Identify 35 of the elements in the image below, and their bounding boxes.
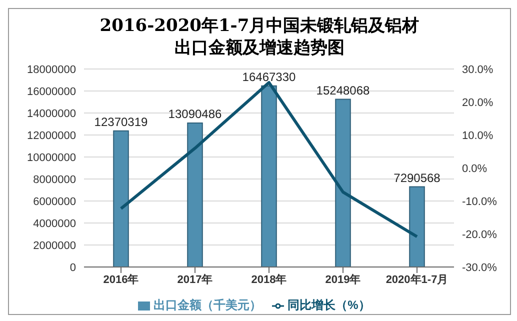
bar	[409, 186, 425, 267]
legend-label: 同比增长（%）	[288, 298, 370, 312]
y-tick-label: 4000000	[33, 218, 76, 230]
y2-tick-label: -10.0%	[462, 196, 498, 208]
data-label: 12370319	[94, 114, 148, 129]
bar	[113, 130, 129, 267]
y-tick-label: 12000000	[27, 130, 76, 142]
y-tick-label: 14000000	[27, 108, 76, 120]
y2-tick-label: 10.0%	[462, 130, 494, 142]
y-tick-label: 6000000	[33, 196, 76, 208]
y2-tick-label: 30.0%	[462, 64, 494, 76]
data-label: 7290568	[394, 170, 441, 185]
bar	[335, 98, 351, 267]
x-tick-label: 2016年	[103, 272, 139, 286]
x-tick-label: 2020年1-7月	[386, 272, 448, 286]
y-tick-label: 0	[70, 262, 76, 274]
y-tick-label: 18000000	[27, 64, 76, 76]
data-label: 16467330	[242, 70, 296, 84]
bar	[261, 85, 277, 267]
x-tick-label: 2017年	[177, 272, 213, 286]
y-tick-label: 16000000	[27, 86, 76, 98]
y-tick-label: 8000000	[33, 174, 76, 186]
y2-tick-label: -30.0%	[462, 262, 498, 274]
y-tick-label: 10000000	[27, 152, 76, 164]
y2-tick-label: 20.0%	[462, 96, 494, 109]
data-label: 13090486	[168, 107, 222, 122]
bar	[187, 122, 203, 267]
legend-label: 出口金额（千美元）	[154, 298, 262, 312]
y2-tick-label: -20.0%	[462, 228, 498, 241]
y-tick-label: 2000000	[33, 240, 76, 252]
y2-tick-label: 0.0%	[462, 162, 488, 175]
data-label: 15248068	[316, 83, 370, 98]
chart-title: 2016-2020年1-7月中国未锻轧铝及铝材出口金额及增速趋势图	[98, 15, 420, 59]
x-tick-label: 2018年	[251, 272, 287, 286]
x-tick-label: 2019年	[325, 272, 361, 286]
